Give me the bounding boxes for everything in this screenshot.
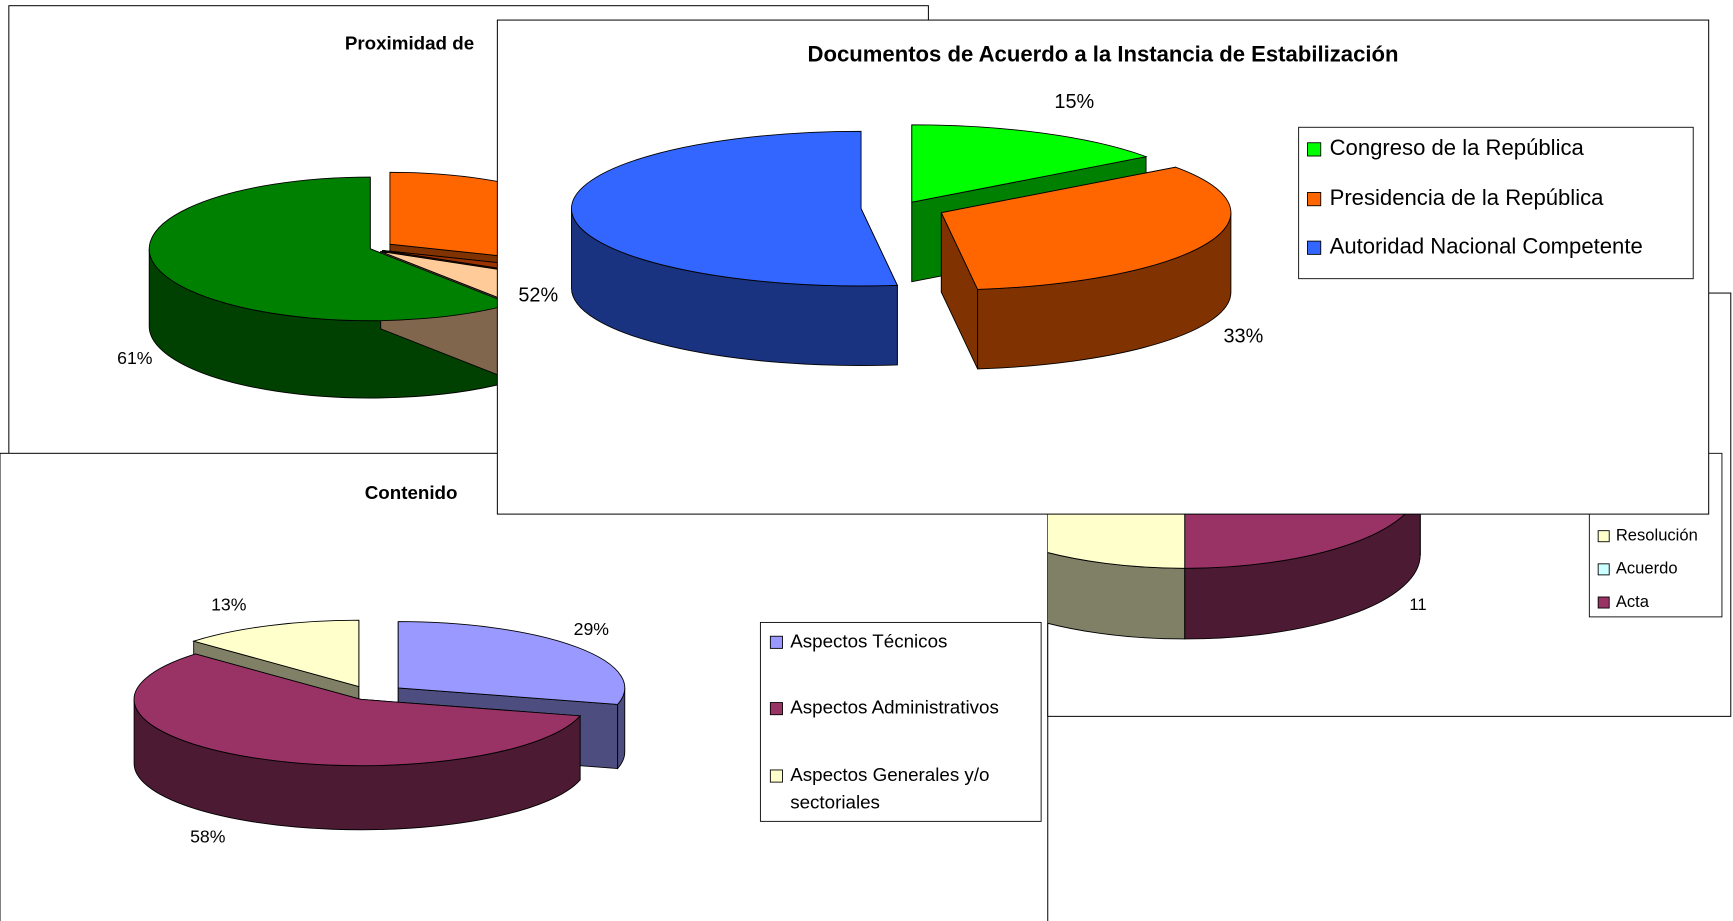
legend-label: Acuerdo — [1616, 559, 1678, 578]
chart: 15% 33% 52% Documentos de Acuerdo a la Inst… — [496, 19, 1710, 515]
legend-swatch — [769, 635, 783, 649]
legend-label: Aspectos Administrativos — [790, 697, 999, 718]
legend-box — [759, 621, 1042, 822]
legend-label: Aspectos Generales y/o sectoriales — [790, 764, 994, 813]
legend-label: Autoridad Nacional Competente — [1330, 234, 1643, 259]
slice-top — [133, 653, 582, 767]
chart-title: Documentos de Acuerdo a la Instancia de … — [808, 41, 1399, 66]
data-label: 58% — [190, 827, 226, 847]
legend-swatch — [1307, 192, 1322, 207]
chart: 29% 58% 13% Contenido Aspectos Técnicos Aspec… — [0, 452, 1049, 921]
legend-swatch — [769, 702, 783, 716]
data-label: 33% — [1223, 326, 1263, 348]
legend-swatch — [1597, 530, 1610, 543]
legend-label: Aspectos Técnicos — [790, 630, 947, 651]
data-label: 13% — [211, 595, 247, 615]
legend-swatch — [1307, 240, 1322, 255]
slice-top — [148, 176, 513, 322]
data-label: 52% — [518, 285, 558, 307]
slice-top — [940, 166, 1232, 290]
legend-label: Congreso de la República — [1330, 135, 1585, 160]
chart-title: Contenido — [365, 482, 458, 503]
plot: 15% 33% 52% — [518, 91, 1263, 370]
data-label: 11 — [1409, 595, 1426, 614]
legend-swatch — [1597, 596, 1610, 609]
slice-top — [571, 130, 899, 287]
legend-box — [1298, 126, 1694, 280]
data-label: 15% — [1054, 91, 1094, 113]
legend-label: Acta — [1616, 592, 1650, 611]
legend-label: Presidencia de la República — [1330, 185, 1605, 210]
legend-label: Resolución — [1616, 526, 1698, 545]
legend-swatch — [1597, 563, 1610, 576]
slice-top — [192, 619, 360, 688]
plot: 29% 58% 13% — [133, 595, 626, 847]
legend-swatch — [769, 769, 783, 783]
data-label: 29% — [574, 619, 610, 639]
slice-top — [397, 621, 626, 705]
chart-title: Proximidad de — [345, 32, 474, 53]
data-label: 61% — [117, 348, 153, 368]
slice-top — [911, 124, 1148, 203]
legend-swatch — [1307, 142, 1322, 157]
